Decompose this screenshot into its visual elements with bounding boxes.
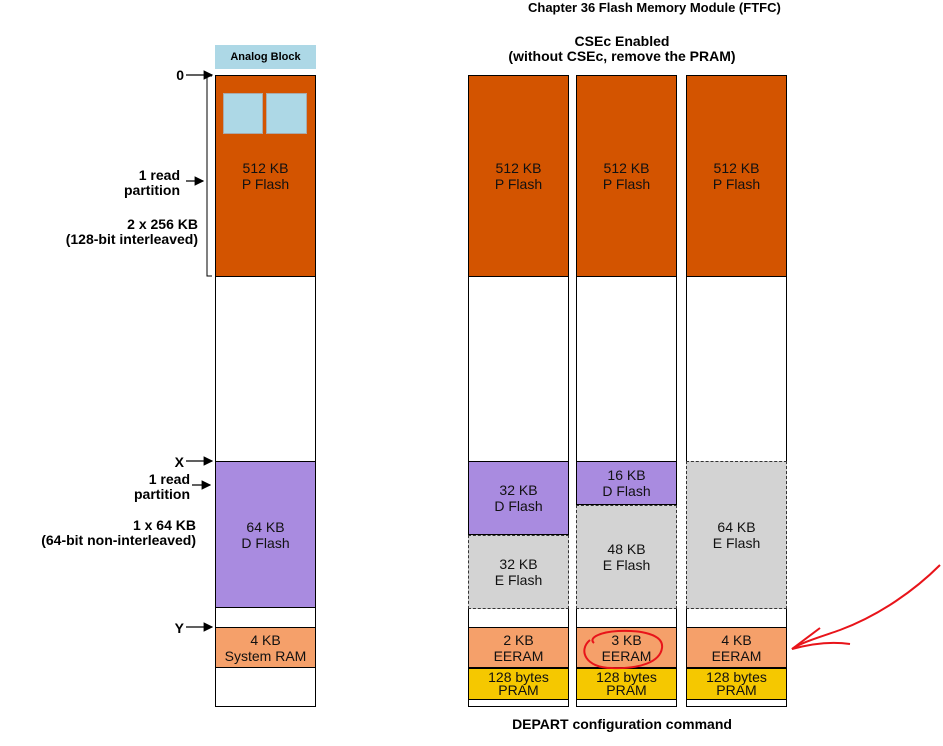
annot-bottom-line2: partition <box>134 486 190 502</box>
csec-title: CSEc Enabled <box>574 33 670 49</box>
col3-eeram-type: EERAM <box>711 647 762 664</box>
left-dflash-block: 64 KB D Flash <box>215 461 316 608</box>
marker-x: X <box>174 454 184 470</box>
col3-pram-type: PRAM <box>716 682 757 698</box>
col1-eeram-type: EERAM <box>493 647 544 664</box>
col3-eeram-block: 4 KB EERAM <box>686 627 787 668</box>
col1-pram-type: PRAM <box>498 682 539 698</box>
annot-top-line4: (128-bit interleaved) <box>65 231 198 247</box>
left-pflash-type: P Flash <box>241 176 290 192</box>
red-pointer-arrow <box>791 564 941 650</box>
annot-top-line2: partition <box>124 182 180 198</box>
col1-eflash-size: 32 KB <box>499 556 538 572</box>
col1-pflash-size: 512 KB <box>495 160 542 176</box>
left-dflash-size: 64 KB <box>246 518 285 535</box>
left-pflash-size: 512 KB <box>242 160 289 176</box>
col3-eflash-type: E Flash <box>712 535 761 551</box>
chapter-header: Chapter 36 Flash Memory Module (FTFC) <box>528 0 781 15</box>
depart-caption: DEPART configuration command <box>512 716 732 732</box>
bracket-top <box>206 75 212 277</box>
col2-pram-block: 128 bytes PRAM <box>576 668 677 700</box>
col1-pflash-block: 512 KB P Flash <box>468 75 569 277</box>
col2-eflash-type: E Flash <box>602 557 651 573</box>
marker-zero: 0 <box>176 67 184 83</box>
left-system-ram-block: 4 KB System RAM <box>215 627 316 668</box>
col1-dflash-size: 32 KB <box>499 482 538 498</box>
col1-eflash-type: E Flash <box>494 572 543 588</box>
annot-top-size: 2 x 256 KB (128-bit interleaved) <box>20 217 198 247</box>
left-ram-type: System RAM <box>224 647 307 664</box>
col3-pflash-block: 512 KB P Flash <box>686 75 787 277</box>
col2-eeram-size: 3 KB <box>611 631 642 648</box>
col3-pram-block: 128 bytes PRAM <box>686 668 787 700</box>
col1-eeram-size: 2 KB <box>503 631 534 648</box>
csec-subtitle: (without CSEc, remove the PRAM) <box>508 48 736 64</box>
col2-eflash-size: 48 KB <box>607 541 646 557</box>
analog-sub-block-2 <box>266 93 307 134</box>
annot-bottom-line1: 1 read <box>148 471 190 487</box>
col2-pflash-type: P Flash <box>602 176 651 192</box>
col2-pflash-size: 512 KB <box>603 160 650 176</box>
analog-block-label: Analog Block <box>215 45 316 69</box>
col2-eeram-block: 3 KB EERAM <box>576 627 677 668</box>
col3-eeram-size: 4 KB <box>721 631 752 648</box>
col1-eeram-block: 2 KB EERAM <box>468 627 569 668</box>
col2-dflash-block: 16 KB D Flash <box>576 461 677 505</box>
col1-dflash-block: 32 KB D Flash <box>468 461 569 535</box>
marker-y: Y <box>174 620 184 636</box>
annot-top-line1: 1 read <box>138 167 180 183</box>
annot-bottom-partition: 1 read partition <box>60 472 190 502</box>
left-ram-size: 4 KB <box>250 631 281 648</box>
col1-pram-block: 128 bytes PRAM <box>468 668 569 700</box>
col2-dflash-type: D Flash <box>602 483 651 499</box>
col2-pflash-block: 512 KB P Flash <box>576 75 677 277</box>
annot-bottom-line4: (64-bit non-interleaved) <box>41 532 196 548</box>
col1-pflash-type: P Flash <box>494 176 543 192</box>
annot-top-line3: 2 x 256 KB <box>127 216 198 232</box>
col3-pram-size: 128 bytes <box>706 669 767 685</box>
col3-pflash-size: 512 KB <box>713 160 760 176</box>
left-dflash-type: D Flash <box>241 534 290 551</box>
col3-eflash-size: 64 KB <box>717 519 756 535</box>
col1-pram-size: 128 bytes <box>488 669 549 685</box>
annot-bottom-size: 1 x 64 KB (64-bit non-interleaved) <box>0 518 196 548</box>
col2-pram-size: 128 bytes <box>596 669 657 685</box>
col2-eflash-block: 48 KB E Flash <box>576 505 677 609</box>
analog-sub-block-1 <box>223 93 263 134</box>
col3-eflash-block: 64 KB E Flash <box>686 461 787 609</box>
col2-pram-type: PRAM <box>606 682 647 698</box>
annot-bottom-line3: 1 x 64 KB <box>132 517 196 533</box>
col3-pflash-type: P Flash <box>712 176 761 192</box>
col1-eflash-block: 32 KB E Flash <box>468 535 569 609</box>
red-pointer-head <box>791 627 821 650</box>
col2-dflash-size: 16 KB <box>607 467 646 483</box>
col1-dflash-type: D Flash <box>494 498 543 514</box>
col2-eeram-type: EERAM <box>601 647 652 664</box>
annot-top-partition: 1 read partition <box>60 168 180 198</box>
